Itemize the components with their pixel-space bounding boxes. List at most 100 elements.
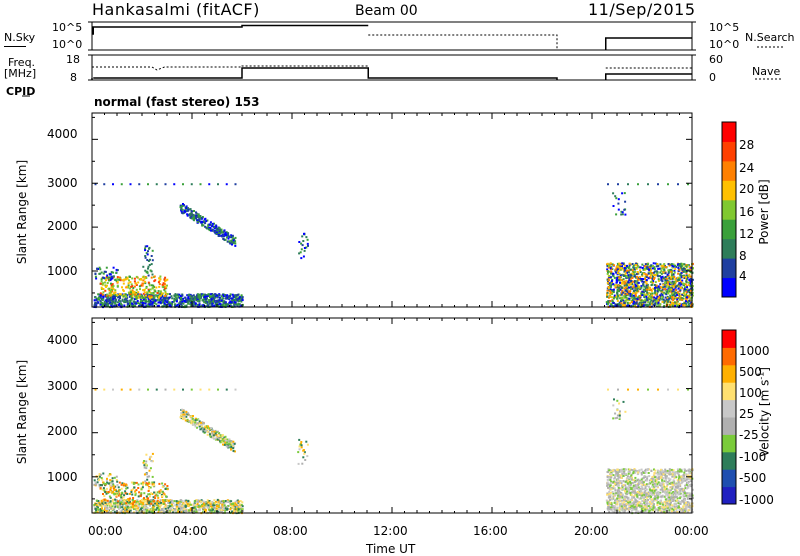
- power-cell: [668, 289, 670, 291]
- velocity-cell: [110, 491, 112, 493]
- power-cell: [146, 245, 148, 247]
- power-cell: [232, 294, 234, 296]
- velocity-cell: [154, 495, 156, 497]
- power-cell: [632, 263, 634, 265]
- power-cell: [102, 283, 104, 285]
- power-cell: [101, 278, 103, 280]
- velocity-cell: [142, 486, 144, 488]
- power-cell: [659, 272, 661, 274]
- power-cell: [181, 301, 183, 303]
- power-cell: [131, 277, 133, 279]
- power-cell: [675, 292, 677, 294]
- power-cell: [173, 299, 175, 301]
- power-cell: [607, 183, 609, 185]
- velocity-cell: [131, 494, 133, 496]
- power-cell: [667, 183, 669, 185]
- velocity-cell: [218, 503, 220, 505]
- velocity-cell: [119, 489, 121, 491]
- power-cell: [612, 275, 614, 277]
- velocity-cell: [113, 508, 115, 510]
- velocity-cell: [167, 505, 169, 507]
- power-cell: [155, 295, 157, 297]
- velocity-cell: [133, 501, 135, 503]
- velocity-cell: [177, 511, 179, 513]
- velocity-cell: [104, 491, 106, 493]
- power-cell: [111, 287, 113, 289]
- power-cell: [612, 283, 614, 285]
- velocity-cell: [157, 500, 159, 502]
- power-cell: [184, 300, 186, 302]
- power-cell: [638, 304, 640, 306]
- velocity-cell: [185, 506, 187, 508]
- power-cell: [136, 289, 138, 291]
- power-cell: [144, 292, 146, 294]
- power-cell: [148, 275, 150, 277]
- power-cell: [213, 295, 215, 297]
- power-cell: [158, 296, 160, 298]
- power-cell: [667, 300, 669, 302]
- power-cell: [620, 289, 622, 291]
- power-cell: [227, 304, 229, 306]
- velocity-cell: [222, 444, 224, 446]
- velocity-cell: [113, 485, 115, 487]
- power-cell: [689, 294, 691, 296]
- power-cell: [665, 272, 667, 274]
- power-cell: [650, 274, 652, 276]
- power-cell: [663, 288, 665, 290]
- power-cell: [666, 285, 668, 287]
- power-cell: [151, 255, 153, 257]
- power-cell: [219, 294, 221, 296]
- power-cell: [125, 278, 127, 280]
- power-cell: [303, 256, 305, 258]
- velocity-cell: [116, 481, 118, 483]
- power-cell: [107, 277, 109, 279]
- velocity-cell: [307, 444, 309, 446]
- velocity-cell: [97, 509, 99, 511]
- velocity-cell: [102, 510, 104, 512]
- power-cell: [236, 294, 238, 296]
- velocity-cell: [103, 389, 105, 391]
- power-cell: [676, 294, 678, 296]
- power-cell: [165, 300, 167, 302]
- power-cell: [182, 203, 184, 205]
- power-cell: [677, 183, 679, 185]
- velocity-cell: [149, 456, 151, 458]
- velocity-cell: [125, 488, 127, 490]
- power-cell: [646, 274, 648, 276]
- velocity-cell: [120, 499, 122, 501]
- velocity-cell: [166, 485, 168, 487]
- power-cell: [160, 295, 162, 297]
- power-cell: [611, 280, 613, 282]
- power-cell: [105, 279, 107, 281]
- power-cell: [239, 296, 241, 298]
- velocity-cell: [148, 475, 150, 477]
- power-cell: [647, 183, 649, 185]
- power-cell: [152, 259, 154, 261]
- power-cell: [131, 303, 133, 305]
- power-cell: [208, 183, 210, 185]
- power-cell: [609, 300, 611, 302]
- power-cell: [163, 297, 165, 299]
- power-cell: [622, 211, 624, 213]
- velocity-cell: [158, 483, 160, 485]
- power-cell: [207, 305, 209, 307]
- velocity-cell: [214, 503, 216, 505]
- velocity-cell: [110, 500, 112, 502]
- power-cell: [667, 281, 669, 283]
- velocity-cell: [226, 442, 228, 444]
- power-cell: [130, 183, 132, 185]
- power-cell: [106, 267, 108, 269]
- power-cell: [302, 240, 304, 242]
- velocity-cell: [207, 506, 209, 508]
- power-cell: [134, 280, 136, 282]
- power-cell: [219, 297, 221, 299]
- velocity-cell: [141, 488, 143, 490]
- power-cell: [131, 285, 133, 287]
- power-cell: [100, 292, 102, 294]
- velocity-cell: [224, 504, 226, 506]
- velocity-cell: [657, 389, 659, 391]
- power-cell: [140, 278, 142, 280]
- power-cell: [210, 230, 212, 232]
- velocity-cell: [123, 500, 125, 502]
- power-cell: [632, 269, 634, 271]
